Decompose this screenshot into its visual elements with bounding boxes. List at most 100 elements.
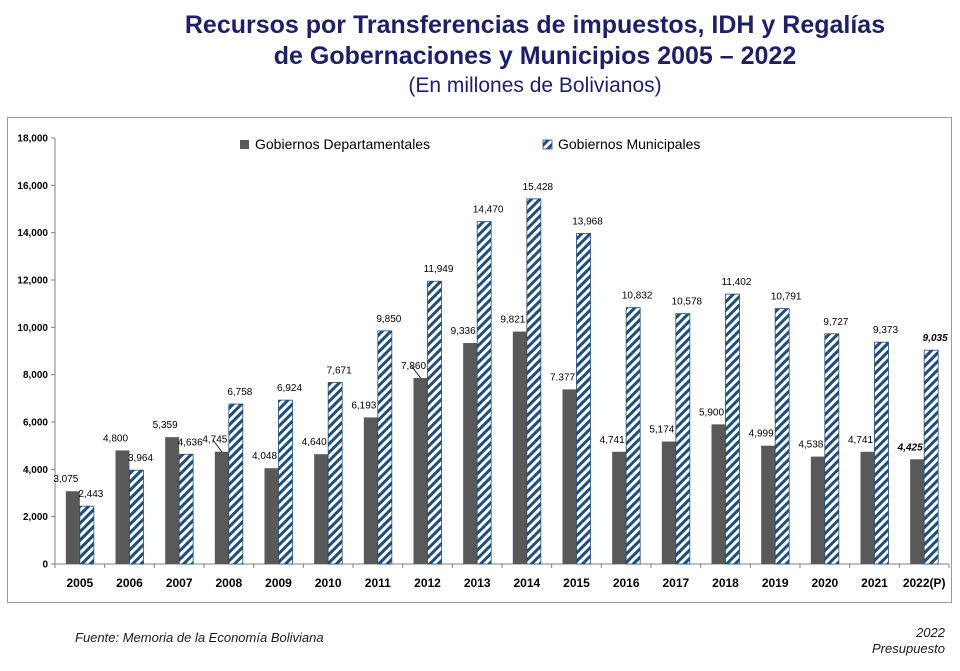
bar-municipales <box>923 349 939 565</box>
data-label-departamentales: 9,336 <box>451 326 476 337</box>
data-label-municipales: 6,758 <box>227 387 252 398</box>
data-label-departamentales: 4,741 <box>600 435 625 446</box>
y-tick-label: 10,000 <box>17 323 48 334</box>
x-tick-label: 2021 <box>861 576 888 590</box>
bar-departamentales <box>562 389 577 564</box>
bar-municipales <box>79 505 95 565</box>
data-label-departamentales: 4,745 <box>202 435 227 446</box>
y-tick-label: 12,000 <box>17 276 48 287</box>
legend-label-departamentales: Gobiernos Departamentales <box>255 136 430 152</box>
corner-note: 2022 Presupuesto <box>872 625 945 657</box>
y-tick-label: 16,000 <box>17 181 48 192</box>
bar-municipales <box>427 280 442 565</box>
data-label-municipales: 3,964 <box>128 453 153 464</box>
bar-departamentales <box>363 417 378 564</box>
x-tick-label: 2016 <box>613 576 640 590</box>
bar-departamentales <box>214 451 229 564</box>
bar-municipales <box>278 399 293 565</box>
legend-swatch-municipales <box>542 139 553 150</box>
y-tick-label: 14,000 <box>17 228 48 239</box>
x-tick-label: 2010 <box>315 576 342 590</box>
corner-note-year: 2022 <box>916 625 945 640</box>
data-label-municipales: 9,727 <box>823 317 848 328</box>
y-tick-label: 18,000 <box>17 134 48 145</box>
data-label-departamentales: 7.377 <box>550 372 575 383</box>
data-label-departamentales: 5,174 <box>649 425 674 436</box>
x-tick-label: 2014 <box>513 576 540 590</box>
bar-departamentales <box>65 491 80 564</box>
bar-departamentales <box>413 377 428 564</box>
bar-municipales <box>725 293 740 565</box>
chart-title-line-1: Recursos por Transferencias de impuestos… <box>184 11 886 39</box>
bar-departamentales <box>115 450 130 564</box>
bar-departamentales <box>463 343 478 564</box>
data-label-municipales: 10,791 <box>771 292 802 303</box>
data-label-departamentales: 3,075 <box>53 474 78 485</box>
bar-municipales <box>327 382 343 565</box>
data-label-municipales: 10,832 <box>622 291 653 302</box>
bar-municipales <box>228 403 244 565</box>
x-tick-label: 2017 <box>662 576 689 590</box>
bar-municipales <box>526 198 542 565</box>
bar-departamentales <box>761 445 776 564</box>
data-label-municipales: 14,470 <box>473 205 504 216</box>
data-label-municipales: 15,428 <box>523 182 554 193</box>
x-tick-label: 2013 <box>464 576 491 590</box>
data-label-municipales: 11,402 <box>722 277 752 288</box>
data-label-departamentales: 5,900 <box>699 407 724 418</box>
source-note: Fuente: Memoria de la Economía Boliviana <box>75 630 324 645</box>
bar-municipales <box>675 313 691 565</box>
data-label-departamentales: 4,640 <box>302 437 327 448</box>
data-label-municipales: 10,578 <box>672 297 703 308</box>
x-tick-label: 2009 <box>265 576 292 590</box>
data-label-leader <box>411 365 421 379</box>
legend-label-municipales: Gobiernos Municipales <box>558 136 700 152</box>
x-tick-label: 2015 <box>563 576 590 590</box>
data-label-municipales: 13,968 <box>572 216 603 227</box>
x-tick-label: 2018 <box>712 576 739 590</box>
bar-municipales <box>874 341 889 565</box>
data-label-departamentales: 9,821 <box>500 315 525 326</box>
x-tick-label: 2011 <box>365 576 391 590</box>
y-tick-label: 4,000 <box>23 465 48 476</box>
chart-frame: 0 2,000 4,000 6,000 8,000 10,000 12,000 14,000 1… <box>7 117 952 603</box>
bar-departamentales <box>512 331 527 564</box>
data-label-departamentales: 4,538 <box>798 440 823 451</box>
data-label-municipales: 7,671 <box>327 365 352 376</box>
x-tick-label: 2012 <box>414 576 441 590</box>
data-label-departamentales: 6,193 <box>351 400 376 411</box>
bar-municipales <box>824 333 840 565</box>
data-label-municipales: 9,035 <box>923 333 948 344</box>
bar-departamentales <box>860 451 875 564</box>
x-tick-label: 2019 <box>762 576 789 590</box>
legend-swatch-departamentales <box>240 140 249 149</box>
data-label-departamentales: 4,048 <box>252 451 277 462</box>
bar-municipales <box>476 221 492 565</box>
data-label-municipales: 11,949 <box>424 264 454 275</box>
x-tick-label: 2020 <box>811 576 838 590</box>
data-label-departamentales: 7,860 <box>401 361 426 372</box>
x-tick-label: 2007 <box>166 576 193 590</box>
bar-departamentales <box>314 454 329 564</box>
y-tick-label: 2,000 <box>23 512 48 523</box>
bar-departamentales <box>264 468 279 564</box>
bar-municipales <box>178 453 194 565</box>
bar-departamentales <box>165 437 180 564</box>
bar-departamentales <box>661 441 676 564</box>
data-label-departamentales: 4,741 <box>848 435 873 446</box>
data-label-municipales: 9,850 <box>376 314 401 325</box>
x-tick-label: 2005 <box>66 576 93 590</box>
bar-municipales <box>576 233 591 565</box>
bar-municipales <box>774 308 790 565</box>
data-label-departamentales: 4,425 <box>897 442 923 453</box>
data-label-departamentales: 4,800 <box>103 433 128 444</box>
bar-municipales <box>625 307 641 565</box>
data-label-departamentales: 5,359 <box>153 420 178 431</box>
x-tick-label: 2008 <box>215 576 242 590</box>
bar-chart: 0 2,000 4,000 6,000 8,000 10,000 12,000 14,000 1… <box>17 134 950 590</box>
chart-title-line-2: de Gobernaciones y Municipios 2005 – 202… <box>273 42 797 70</box>
title-block: Recursos por Transferencias de impuestos… <box>150 10 920 100</box>
bar-municipales <box>129 469 144 565</box>
chart-subtitle: (En millones de Bolivianos) <box>408 74 662 97</box>
data-label-leader <box>212 439 223 452</box>
